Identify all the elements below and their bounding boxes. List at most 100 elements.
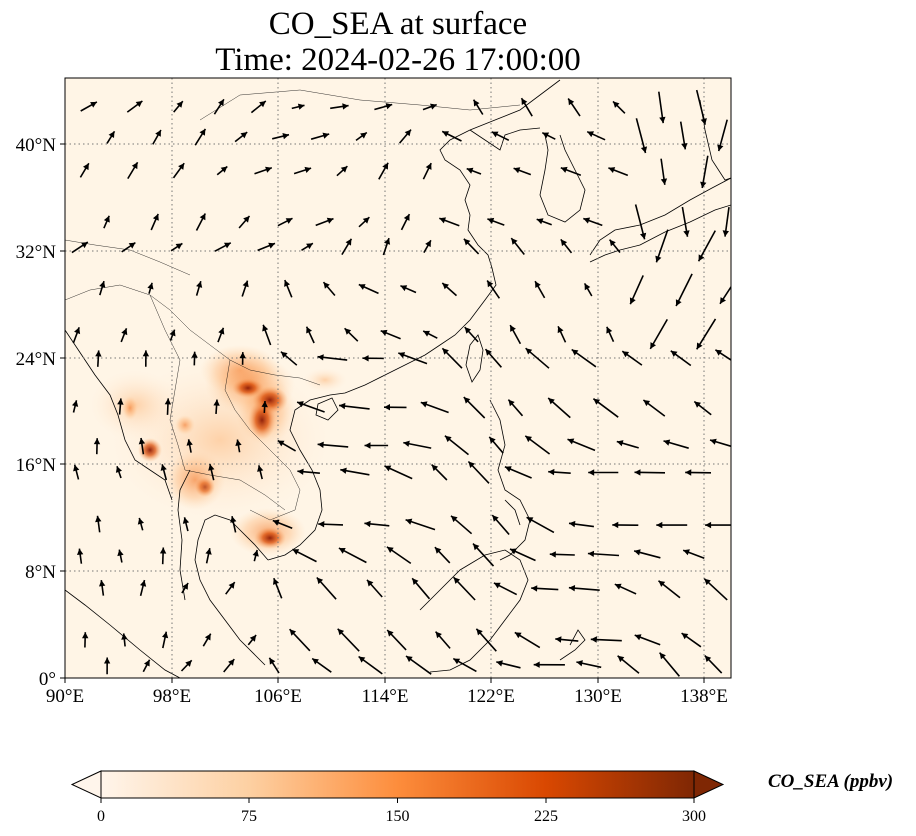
wind-arrow: [475, 628, 497, 652]
wind-arrow: [121, 633, 128, 647]
wind-arrow: [338, 547, 367, 564]
wind-arrow: [660, 158, 668, 185]
wind-arrow: [656, 521, 688, 529]
wind-arrow: [634, 469, 666, 476]
wind-arrow: [534, 280, 546, 299]
wind-arrow: [496, 660, 521, 669]
wind-arrow: [173, 100, 184, 113]
wind-arrow: [72, 400, 79, 413]
wind-arrow: [411, 577, 431, 600]
wind-arrow: [293, 166, 312, 175]
wind-arrow: [117, 398, 124, 415]
wind-arrow: [703, 578, 728, 601]
wind-arrow: [452, 657, 477, 673]
wind-arrow: [121, 241, 136, 253]
colorbar-extend-max: [693, 770, 725, 799]
wind-arrow: [617, 655, 640, 674]
wind-arrow: [722, 206, 730, 237]
wind-arrow: [696, 318, 717, 350]
wind-arrow: [238, 215, 251, 229]
wind-arrow: [616, 440, 639, 449]
wind-arrow: [431, 464, 448, 481]
wind-arrow: [655, 229, 669, 263]
wind-arrow: [441, 282, 458, 297]
wind-arrow: [374, 103, 393, 111]
wind-arrow: [71, 241, 89, 254]
wind-arrow: [213, 399, 220, 414]
wind-arrow: [77, 548, 84, 564]
wind-arrow: [422, 162, 432, 180]
wind-arrow: [513, 167, 532, 176]
x-tick-label: 122°E: [467, 686, 515, 707]
map-frame: [64, 77, 732, 679]
x-tick-label: 98°E: [153, 686, 191, 707]
wind-arrow: [380, 329, 401, 340]
y-tick-label: 8°N: [25, 562, 56, 583]
wind-arrow: [250, 100, 267, 114]
wind-arrow: [366, 579, 383, 598]
wind-arrow: [634, 204, 647, 240]
wind-arrow: [507, 399, 524, 417]
wind-arrow: [252, 549, 259, 562]
wind-arrow: [195, 280, 203, 296]
x-tick-label: 106°E: [254, 686, 302, 707]
wind-arrow: [719, 285, 731, 305]
wind-arrow: [681, 206, 690, 237]
y-tick-label: 32°N: [16, 242, 57, 263]
wind-arrow: [444, 435, 469, 456]
wind-arrow: [339, 402, 370, 410]
colorbar-tick-label: 225: [534, 808, 558, 825]
wind-arrow: [608, 167, 629, 177]
wind-arrow: [262, 324, 272, 346]
wind-arrow: [486, 280, 501, 299]
wind-arrow: [463, 238, 480, 255]
wind-arrow: [467, 460, 490, 484]
wind-arrow: [80, 101, 98, 112]
wind-arrow: [420, 401, 449, 414]
wind-arrow: [434, 631, 451, 649]
wind-arrow: [364, 520, 390, 528]
wind-arrow: [273, 577, 283, 599]
wind-arrow: [311, 657, 332, 673]
wind-arrow: [378, 162, 389, 180]
wind-arrow: [510, 237, 525, 255]
wind-arrow: [142, 659, 151, 673]
wind-arrow: [195, 213, 207, 231]
wind-arrow: [386, 546, 412, 565]
wind-arrow: [364, 442, 389, 449]
wind-arrow: [180, 659, 193, 672]
y-tick-label: 0°: [39, 669, 56, 690]
wind-arrow: [277, 439, 296, 452]
wind-arrow: [714, 349, 731, 361]
wind-arrow: [194, 128, 207, 146]
wind-arrow: [310, 132, 330, 140]
wind-arrow: [150, 213, 159, 231]
wind-arrow: [241, 280, 249, 297]
wind-arrow: [633, 549, 661, 559]
wind-arrow: [533, 661, 565, 668]
wind-arrow: [386, 629, 407, 651]
wind-arrow: [525, 347, 550, 369]
wind-arrow: [317, 354, 348, 361]
wind-arrow: [606, 326, 615, 343]
wind-arrow: [186, 439, 193, 453]
colorbar-tick-label: 0: [97, 808, 105, 825]
wind-arrow: [139, 579, 147, 596]
wind-arrow: [254, 166, 273, 175]
wind-arrow: [337, 628, 360, 652]
y-tick-label: 40°N: [16, 135, 57, 156]
wind-arrow: [441, 130, 462, 142]
wind-arrow: [147, 282, 154, 294]
wind-arrow: [330, 103, 349, 110]
x-tick-label: 130°E: [574, 686, 622, 707]
map-title: CO_SEA at surface: [268, 6, 528, 42]
wind-arrow: [317, 441, 349, 448]
wind-arrow: [621, 350, 643, 366]
wind-arrow: [398, 352, 428, 365]
gridlines: [65, 78, 731, 678]
wind-arrow: [588, 469, 619, 476]
wind-arrow: [316, 576, 337, 600]
wind-arrow: [117, 549, 124, 563]
wind-arrow: [531, 585, 559, 592]
